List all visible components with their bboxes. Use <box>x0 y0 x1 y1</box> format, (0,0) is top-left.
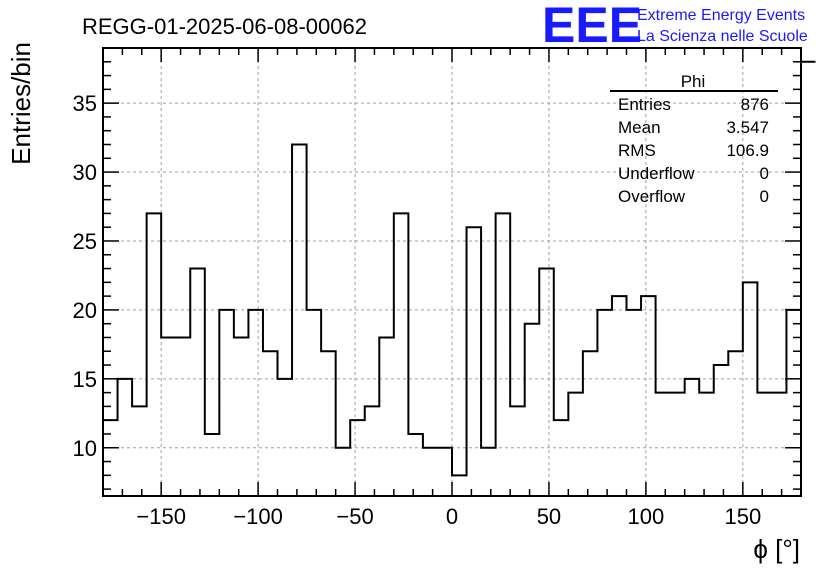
logo-line2: La Scienza nelle Scuole <box>637 28 808 45</box>
x-tick-label: −150 <box>136 504 186 529</box>
stats-title: Phi <box>681 72 706 91</box>
axis-ticks <box>102 47 802 496</box>
chart-title: REGG-01-2025-06-08-00062 <box>82 14 367 39</box>
x-tick-label: 150 <box>724 504 761 529</box>
y-tick-label: 30 <box>73 160 97 185</box>
stats-label: Overflow <box>618 187 686 206</box>
y-tick-label: 25 <box>73 229 97 254</box>
x-tick-label: −50 <box>336 504 373 529</box>
eee-logo: EEE Extreme Energy Events La Scienza nel… <box>542 0 808 53</box>
y-tick-label: 15 <box>73 367 97 392</box>
histogram-line <box>103 60 816 477</box>
stats-value: 106.9 <box>726 141 769 160</box>
logo-mark: EEE <box>542 0 642 53</box>
x-axis-label: ϕ [°] <box>753 534 800 564</box>
stats-value: 0 <box>760 187 769 206</box>
stats-box: Phi Entries 876 Mean 3.547 RMS 106.9 Underflow… <box>610 72 778 206</box>
x-tick-label: 0 <box>446 504 458 529</box>
stats-value: 3.547 <box>726 118 769 137</box>
y-axis-label: Entries/bin <box>6 42 36 165</box>
stats-label: Underflow <box>618 164 695 183</box>
y-tick-label: 20 <box>73 298 97 323</box>
stats-label: Mean <box>618 118 661 137</box>
y-tick-label: 10 <box>73 436 97 461</box>
grid-lines <box>103 48 801 496</box>
stats-label: RMS <box>618 141 656 160</box>
stats-value: 876 <box>741 95 769 114</box>
y-tick-label: 35 <box>73 91 97 116</box>
stats-label: Entries <box>618 95 671 114</box>
x-tick-label: −100 <box>233 504 283 529</box>
tick-labels: −150 −100 −50 0 50 100 150 10 15 20 25 30 35 <box>73 91 762 529</box>
x-tick-label: 100 <box>628 504 665 529</box>
logo-line1: Extreme Energy Events <box>637 7 805 24</box>
stats-value: 0 <box>760 164 769 183</box>
x-tick-label: 50 <box>537 504 561 529</box>
